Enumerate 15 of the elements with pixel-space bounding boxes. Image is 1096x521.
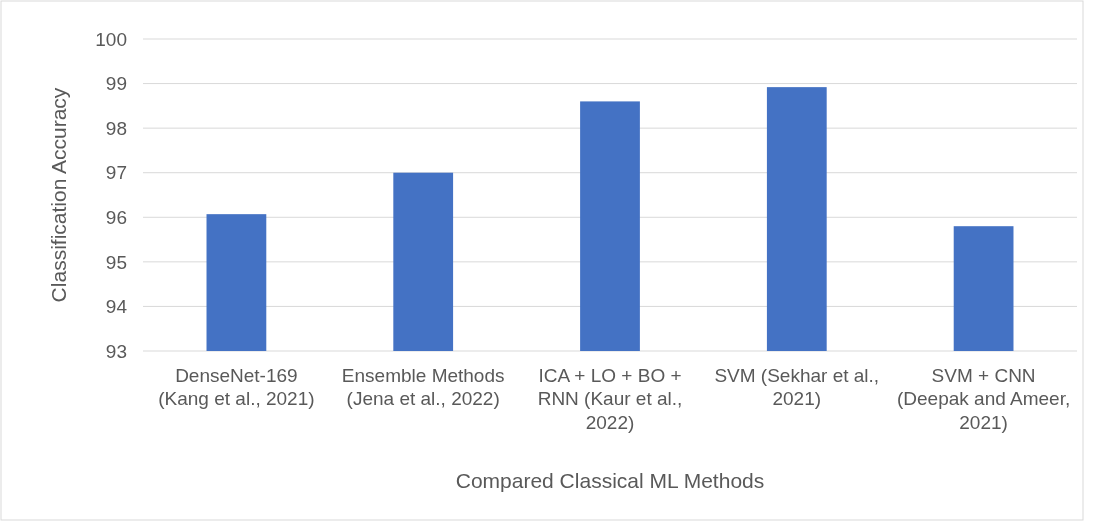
y-tick-label: 100 (95, 28, 127, 50)
x-tick-label: SVM (Sekhar et al., 2021) (714, 364, 880, 410)
x-tick-label: ICA + LO + BO + RNN (Kaur et al., 2022) (537, 364, 683, 434)
x-tick-label: SVM + CNN (Deepak and Ameer, 2021) (896, 364, 1071, 434)
y-tick-label: 98 (105, 117, 127, 139)
y-tick-label: 93 (105, 340, 127, 362)
y-axis-title: Classification Accuracy (47, 87, 70, 303)
y-tick-label: 94 (105, 296, 128, 318)
y-tick-label: 96 (105, 206, 127, 228)
y-tick-label: 99 (105, 73, 127, 95)
x-tick-label: Ensemble Methods (Jena et al., 2022) (341, 364, 505, 410)
y-tick-label: 95 (105, 251, 127, 273)
x-tick-label: DenseNet-169 (Kang et al., 2021) (158, 364, 315, 410)
x-axis-title: Compared Classical ML Methods (455, 469, 765, 492)
y-tick-label: 97 (105, 162, 127, 184)
